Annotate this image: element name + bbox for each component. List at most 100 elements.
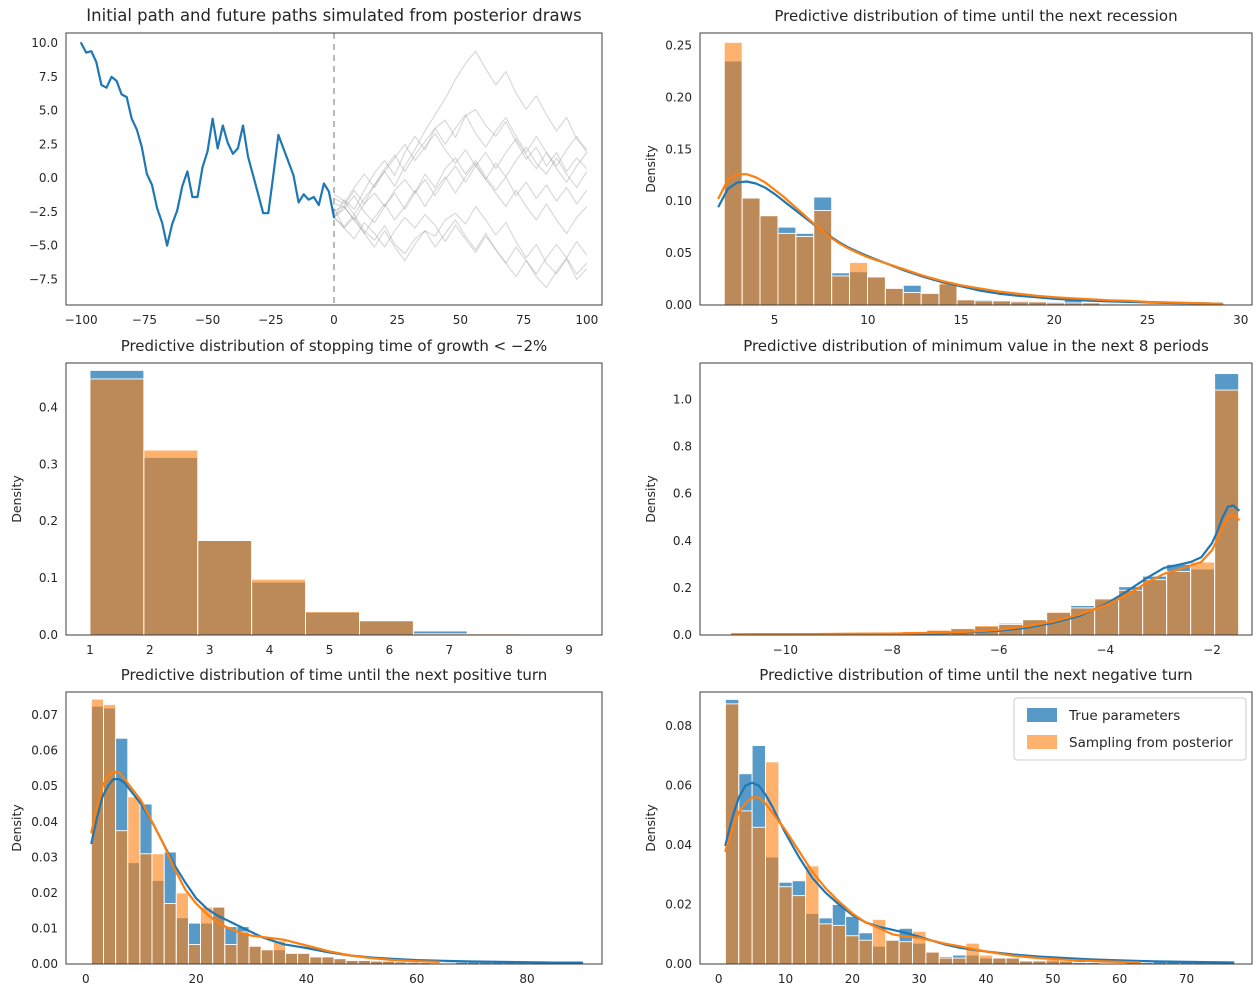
x-tick-label: 5: [771, 313, 779, 327]
x-tick-label: −6: [990, 643, 1008, 657]
hist-bar-sampling-from-posterior: [992, 957, 1007, 964]
hist-bar-sampling-from-posterior: [965, 942, 980, 964]
y-tick-label: 0.2: [39, 514, 58, 528]
x-tick-label: 50: [1045, 972, 1060, 986]
hist-bar-sampling-from-posterior: [778, 886, 793, 964]
time-until-next-recession-chart: 5 10 15 20 25 30 0.00 0.05 0.10 0.15 0.20 0.25 Predi…: [643, 7, 1253, 327]
axes-frame: [65, 32, 603, 306]
hist-bar-sampling-from-posterior: [163, 903, 177, 964]
hist-bar-sampling-from-posterior: [103, 703, 117, 964]
hist-bar-sampling-from-posterior: [795, 236, 815, 305]
x-tick-label: 3: [206, 643, 214, 657]
x-tick-label: 1: [86, 643, 94, 657]
initial-path-line: [80, 41, 336, 247]
time-until-next-positive-turn-chart: 0 20 40 60 80 0.00 0.01 0.02 0.03 0.04 0.05 0.06 0.0…: [9, 666, 603, 986]
x-tick-label: −8: [883, 643, 901, 657]
y-tick-label: 0.05: [665, 246, 692, 260]
hist-bar-sampling-from-posterior: [151, 853, 165, 964]
x-tick-label: 4: [266, 643, 274, 657]
x-tick-label: 7: [445, 643, 453, 657]
x-tick-label: −50: [195, 313, 220, 327]
hist-bar-sampling-from-posterior: [357, 959, 371, 964]
y-tick-label: 0.4: [39, 400, 58, 414]
y-tick-label: 0.01: [31, 921, 58, 935]
legend-swatch-true-parameters: [1027, 708, 1057, 722]
x-tick-label: 50: [453, 313, 468, 327]
x-tick-label: 30: [1233, 313, 1248, 327]
y-axis-label: Density: [643, 145, 658, 193]
y-tick-label: −7.5: [29, 272, 58, 286]
hist-bar-sampling-from-posterior: [885, 939, 900, 964]
minimum-value-next-8-periods-chart: −10 −8 −6 −4 −2 0.0 0.2 0.4 0.6 0.8 1.0 Predictive …: [643, 337, 1253, 657]
axes-frame: [699, 691, 1253, 965]
axes-frame: [699, 362, 1253, 636]
hist-bar-sampling-from-posterior: [952, 957, 967, 964]
x-tick-label: 80: [519, 972, 534, 986]
subplot-initial-and-future-paths: −100 −75 −50 −25 0 25 50 75 100 10.0 7.5 5.0 2.5 0.0 −…: [0, 0, 630, 330]
y-tick-label: 0.25: [665, 38, 692, 52]
hist-bar-sampling-from-posterior: [187, 943, 202, 964]
legend-swatch-sampling-from-posterior: [1027, 735, 1057, 749]
time-until-next-negative-turn-chart: 0 10 20 30 40 50 60 70 0.00 0.02 0.04 0.06 0.08 Predi…: [643, 666, 1253, 986]
hist-bar-sampling-from-posterior: [978, 954, 994, 964]
kde-line-sampling-from-posterior: [717, 173, 1224, 305]
future-path-line: [333, 205, 588, 289]
hist-bar-sampling-from-posterior: [920, 293, 940, 305]
hist-bar-sampling-from-posterior: [1142, 579, 1168, 635]
y-tick-label: 0.03: [31, 850, 58, 864]
y-tick-label: 0.0: [39, 628, 58, 642]
hist-bar-sampling-from-posterior: [902, 292, 922, 305]
hist-bar-sampling-from-posterior: [224, 943, 238, 964]
y-tick-label: 0.00: [31, 957, 58, 971]
x-tick-label: −25: [258, 313, 283, 327]
x-tick-label: 25: [390, 313, 405, 327]
hist-bar-sampling-from-posterior: [818, 923, 833, 964]
hist-bar-sampling-from-posterior: [956, 299, 976, 305]
axes-frame: [65, 691, 603, 965]
x-tick-label: 60: [409, 972, 424, 986]
hist-bar-sampling-from-posterior: [867, 276, 886, 305]
hist-bar-sampling-from-posterior: [127, 796, 141, 964]
x-tick-label: 70: [1179, 972, 1194, 986]
y-tick-label: 0.0: [39, 171, 58, 185]
y-tick-label: 0.02: [31, 886, 58, 900]
kde-line-sampling-from-posterior: [724, 796, 1141, 964]
x-tick-label: −10: [773, 643, 798, 657]
subplot-time-until-next-positive-turn: 0 20 40 60 80 0.00 0.01 0.02 0.03 0.04 0.05 0.06 0.0…: [0, 660, 630, 992]
x-tick-label: 30: [912, 972, 927, 986]
hist-bar-sampling-from-posterior: [831, 924, 847, 964]
y-tick-label: 10.0: [31, 36, 58, 50]
chart-title: Initial path and future paths simulated …: [86, 6, 581, 25]
x-tick-label: 15: [953, 313, 968, 327]
y-axis-label: Density: [9, 475, 24, 523]
x-tick-label: 25: [1140, 313, 1155, 327]
y-tick-label: 0.00: [665, 298, 692, 312]
hist-bar-sampling-from-posterior: [309, 956, 323, 964]
hist-bar-sampling-from-posterior: [751, 826, 766, 964]
chart-title: Predictive distribution of time until th…: [121, 666, 548, 684]
x-tick-label: 20: [1047, 313, 1062, 327]
y-tick-label: 0.2: [673, 581, 692, 595]
y-axis-label: Density: [643, 475, 658, 523]
x-tick-label: 75: [516, 313, 531, 327]
axes-frame: [699, 32, 1253, 306]
y-tick-label: 1.0: [673, 393, 692, 407]
x-tick-label: 20: [188, 972, 203, 986]
future-path-line: [333, 205, 588, 280]
x-tick-label: 60: [1112, 972, 1127, 986]
y-tick-label: 0.8: [673, 440, 692, 454]
hist-bar-sampling-from-posterior: [845, 935, 860, 964]
hist-bar-sampling-from-posterior: [333, 958, 347, 964]
hist-bar-sampling-from-posterior: [197, 540, 253, 635]
y-tick-label: −5.0: [29, 239, 58, 253]
y-tick-label: −2.5: [29, 205, 58, 219]
hist-bar-sampling-from-posterior: [248, 945, 262, 964]
y-tick-label: 7.5: [39, 70, 58, 84]
y-tick-label: 0.3: [39, 457, 58, 471]
legend-label: True parameters: [1068, 708, 1180, 724]
hist-bar-sampling-from-posterior: [898, 941, 913, 964]
hist-bar-sampling-from-posterior: [938, 957, 954, 964]
x-tick-label: 6: [386, 643, 394, 657]
hist-bar-sampling-from-posterior: [236, 931, 250, 964]
